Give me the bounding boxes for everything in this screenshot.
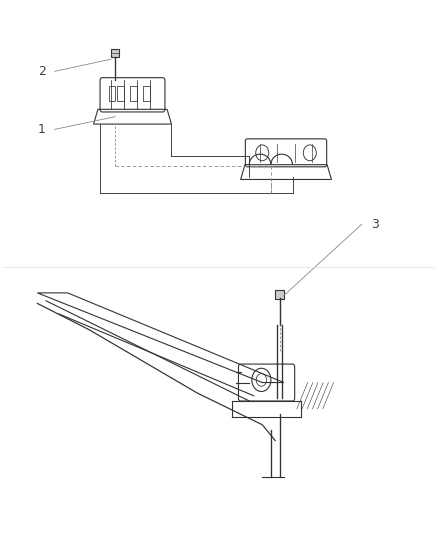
FancyBboxPatch shape (111, 49, 119, 57)
Text: 1: 1 (38, 123, 46, 136)
Text: 3: 3 (371, 218, 378, 231)
FancyBboxPatch shape (275, 290, 284, 298)
Text: 2: 2 (38, 65, 46, 78)
